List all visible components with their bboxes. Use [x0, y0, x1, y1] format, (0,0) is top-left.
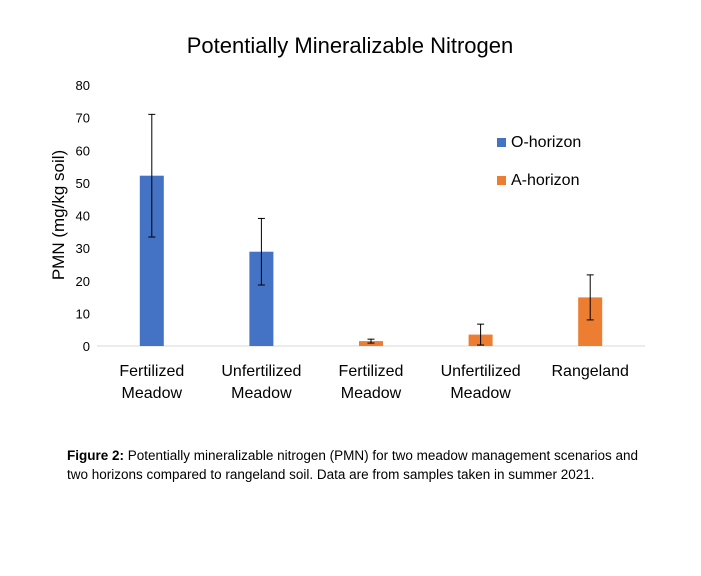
x-tick-label: Fertilized Meadow — [339, 363, 404, 402]
x-tick-label-line: Meadow — [341, 385, 402, 402]
x-tick-label-line: Unfertilized — [221, 363, 301, 380]
y-tick-label: 30 — [76, 241, 90, 256]
legend-entry-a-horizon: A-horizon — [511, 172, 579, 189]
figure-caption: Figure 2: Potentially mineralizable nitr… — [67, 446, 647, 484]
x-tick-label: Fertilized Meadow — [119, 363, 184, 402]
x-tick-label: Unfertilized Meadow — [221, 363, 301, 402]
x-tick-label-line: Meadow — [122, 385, 183, 402]
x-tick-label: Unfertilized Meadow — [441, 363, 521, 402]
caption-label: Figure 2: — [67, 448, 125, 463]
y-axis-label: PMN (mg/kg soil) — [49, 150, 68, 280]
x-tick-label-line: Fertilized — [119, 363, 184, 380]
y-axis-ticks: 0 10 20 30 40 50 60 70 80 — [76, 78, 90, 354]
y-tick-label: 40 — [76, 209, 90, 224]
y-tick-label: 60 — [76, 143, 90, 158]
chart-title: Potentially Mineralizable Nitrogen — [187, 33, 514, 58]
x-tick-label-line: Fertilized — [339, 363, 404, 380]
x-tick-label-line: Meadow — [231, 385, 292, 402]
legend-swatch-o-horizon — [497, 138, 506, 147]
x-tick-label-line: Rangeland — [551, 363, 628, 380]
y-tick-label: 0 — [83, 339, 90, 354]
legend-swatch-a-horizon — [497, 176, 506, 185]
x-tick-label-line: Unfertilized — [441, 363, 521, 380]
legend: O-horizon A-horizon — [497, 134, 581, 189]
legend-entry-o-horizon: O-horizon — [511, 134, 581, 151]
x-tick-label: Rangeland — [551, 363, 628, 380]
y-tick-label: 20 — [76, 274, 90, 289]
y-tick-label: 80 — [76, 78, 90, 93]
error-bars — [148, 113, 594, 346]
y-tick-label: 10 — [76, 306, 90, 321]
y-tick-label: 50 — [76, 176, 90, 191]
y-tick-label: 70 — [76, 111, 90, 126]
x-tick-label-line: Meadow — [450, 385, 511, 402]
chart: Potentially Mineralizable Nitrogen PMN (… — [49, 33, 645, 402]
bars — [139, 175, 603, 346]
caption-text: Potentially mineralizable nitrogen (PMN)… — [67, 448, 639, 482]
